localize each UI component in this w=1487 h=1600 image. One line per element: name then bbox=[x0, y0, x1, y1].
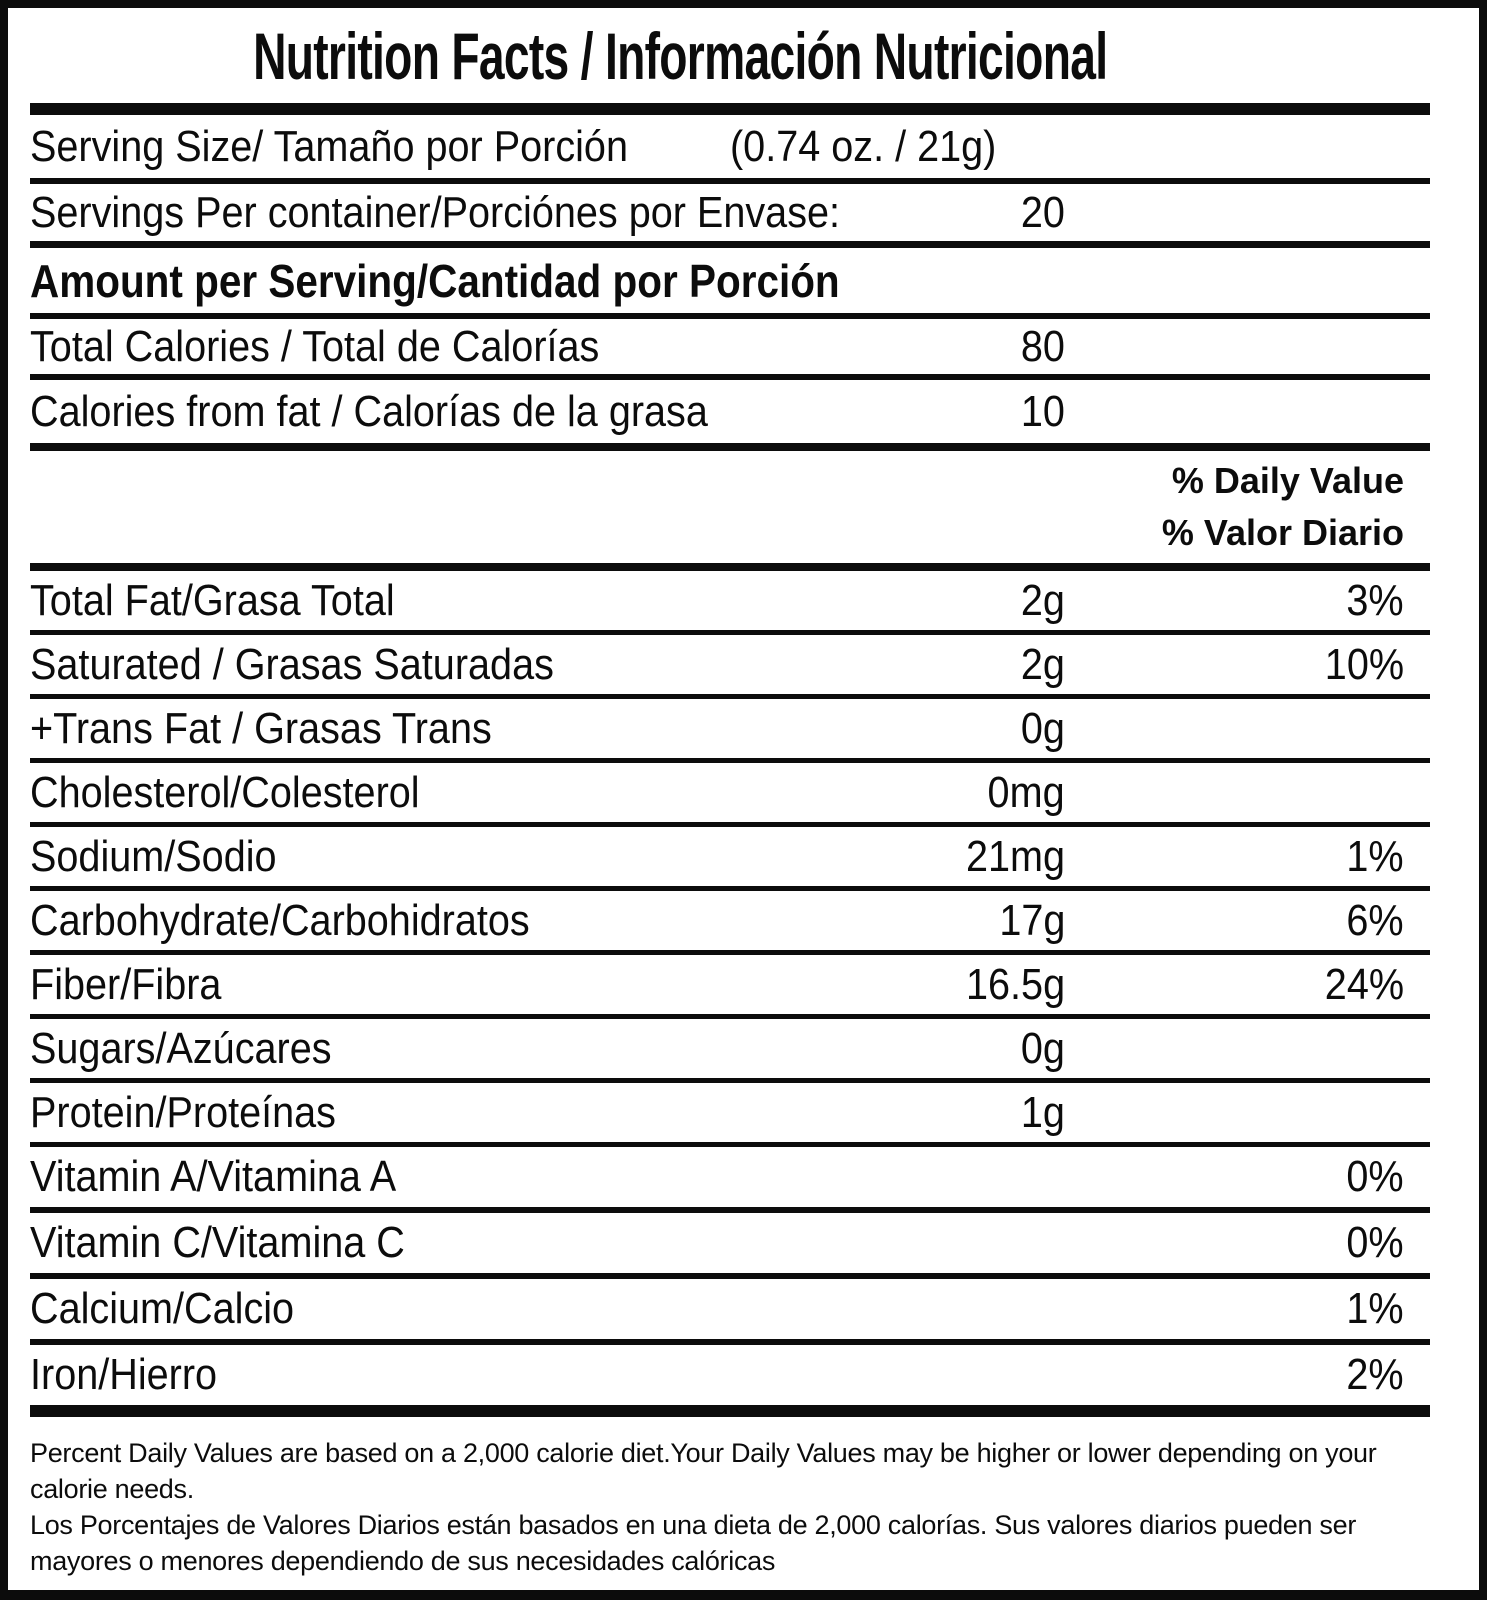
calories-from-fat-value-cell: 10 bbox=[825, 387, 1065, 437]
serving-size-label: Serving Size/ Tamaño por Porción bbox=[30, 121, 628, 171]
nutrient-daily-value: 0% bbox=[1346, 1218, 1404, 1267]
nutrient-label: Fiber/Fibra bbox=[30, 959, 222, 1009]
nutrient-label: Calcium/Calcio bbox=[30, 1284, 295, 1333]
nutrient-row-cholesterol: Cholesterol/Colesterol 0mg bbox=[30, 763, 1430, 827]
nutrient-row-carbohydrate: Carbohydrate/Carbohidratos 17g 6% bbox=[30, 891, 1430, 955]
nutrient-daily-value: 0% bbox=[1346, 1152, 1404, 1201]
total-calories-value: 80 bbox=[1020, 321, 1065, 371]
nutrient-label: Vitamin C/Vitamina C bbox=[30, 1218, 405, 1267]
calories-from-fat-label: Calories from fat / Calorías de la grasa bbox=[30, 386, 708, 436]
title-divider-bar bbox=[30, 103, 1430, 115]
daily-value-header-en: % Daily Value bbox=[1171, 460, 1404, 502]
servings-value-cell: 20 bbox=[825, 188, 1065, 238]
total-calories-label: Total Calories / Total de Calorías bbox=[30, 321, 600, 371]
nutrient-daily-value: 1% bbox=[1346, 831, 1404, 881]
nutrient-label: Cholesterol/Colesterol bbox=[30, 767, 420, 817]
nutrient-daily-value: 1% bbox=[1346, 1284, 1404, 1333]
nutrient-row-calcium: Calcium/Calcio 1% bbox=[30, 1279, 1430, 1345]
nutrient-daily-value: 10% bbox=[1324, 639, 1404, 689]
servings-label-cell: Servings Per container/Porciónes por Env… bbox=[30, 188, 840, 238]
label-title: Nutrition Facts / Información Nutriciona… bbox=[252, 18, 1108, 93]
nutrient-label: Iron/Hierro bbox=[30, 1350, 218, 1399]
nutrient-label: Saturated / Grasas Saturadas bbox=[30, 639, 554, 689]
nutrient-amount: 0g bbox=[1020, 1023, 1065, 1073]
nutrient-row-sugars: Sugars/Azúcares 0g bbox=[30, 1019, 1430, 1083]
nutrient-row-vitamin-c: Vitamin C/Vitamina C 0% bbox=[30, 1213, 1430, 1279]
nutrient-amount: 1g bbox=[1020, 1087, 1065, 1137]
nutrient-label: Sugars/Azúcares bbox=[30, 1023, 332, 1073]
nutrient-label: Vitamin A/Vitamina A bbox=[30, 1152, 397, 1201]
daily-value-header-block: % Daily Value % Valor Diario bbox=[30, 451, 1430, 571]
nutrient-amount: 16.5g bbox=[965, 959, 1065, 1009]
footnote-line-es-2: mayores o menores dependiendo de sus nec… bbox=[30, 1546, 776, 1576]
servings-per-container-row: Servings Per container/Porciónes por Env… bbox=[30, 184, 1430, 248]
daily-value-header-es: % Valor Diario bbox=[1161, 511, 1404, 553]
nutrient-row-total-fat: Total Fat/Grasa Total 2g 3% bbox=[30, 571, 1430, 635]
nutrient-label: +Trans Fat / Grasas Trans bbox=[30, 703, 492, 753]
nutrient-daily-value: 24% bbox=[1324, 959, 1404, 1009]
nutrient-amount: 21mg bbox=[965, 831, 1065, 881]
nutrient-row-iron: Iron/Hierro 2% bbox=[30, 1345, 1430, 1417]
nutrient-daily-value: 6% bbox=[1346, 895, 1404, 945]
amount-per-serving-heading: Amount per Serving/Cantidad por Porción bbox=[30, 254, 840, 307]
title-row: Nutrition Facts / Información Nutriciona… bbox=[30, 8, 1430, 103]
nutrient-row-protein: Protein/Proteínas 1g bbox=[30, 1083, 1430, 1147]
nutrient-row-saturated-fat: Saturated / Grasas Saturadas 2g 10% bbox=[30, 635, 1430, 699]
nutrient-row-fiber: Fiber/Fibra 16.5g 24% bbox=[30, 955, 1430, 1019]
total-calories-label-cell: Total Calories / Total de Calorías bbox=[30, 322, 825, 372]
total-calories-value-cell: 80 bbox=[825, 322, 1065, 372]
nutrient-amount: 17g bbox=[998, 895, 1065, 945]
footnote: Percent Daily Values are based on a 2,00… bbox=[30, 1435, 1430, 1579]
footnote-line-es-1: Los Porcentajes de Valores Diarios están… bbox=[30, 1510, 1357, 1540]
serving-size-value: (0.74 oz. / 21g) bbox=[730, 121, 997, 171]
calories-from-fat-row: Calories from fat / Calorías de la grasa… bbox=[30, 380, 1430, 451]
nutrient-row-trans-fat: +Trans Fat / Grasas Trans 0g bbox=[30, 699, 1430, 763]
nutrient-amount: 0g bbox=[1020, 703, 1065, 753]
calories-from-fat-value: 10 bbox=[1020, 386, 1065, 436]
amount-heading-cell: Amount per Serving/Cantidad por Porción bbox=[30, 254, 1430, 308]
total-calories-row: Total Calories / Total de Calorías 80 bbox=[30, 319, 1430, 380]
footnote-line-en-2: calorie needs. bbox=[30, 1474, 194, 1504]
servings-per-container-value: 20 bbox=[1020, 187, 1065, 237]
nutrient-label: Protein/Proteínas bbox=[30, 1087, 336, 1137]
nutrient-row-vitamin-a: Vitamin A/Vitamina A 0% bbox=[30, 1147, 1430, 1213]
serving-size-row: Serving Size/ Tamaño por Porción (0.74 o… bbox=[30, 115, 1430, 184]
nutrient-amount: 0mg bbox=[987, 767, 1065, 817]
nutrient-amount: 2g bbox=[1020, 639, 1065, 689]
footnote-line-en-1: Percent Daily Values are based on a 2,00… bbox=[30, 1438, 1377, 1468]
nutrient-amount: 2g bbox=[1020, 575, 1065, 625]
calories-from-fat-label-cell: Calories from fat / Calorías de la grasa bbox=[30, 387, 825, 437]
amount-per-serving-heading-row: Amount per Serving/Cantidad por Porción bbox=[30, 248, 1430, 319]
nutrient-daily-value: 3% bbox=[1346, 575, 1404, 625]
serving-size-label-cell: Serving Size/ Tamaño por Porción bbox=[30, 122, 730, 172]
serving-size-value-cell: (0.74 oz. / 21g) bbox=[730, 122, 1430, 172]
servings-per-container-label: Servings Per container/Porciónes por Env… bbox=[30, 187, 841, 237]
nutrient-row-sodium: Sodium/Sodio 21mg 1% bbox=[30, 827, 1430, 891]
nutrient-label: Sodium/Sodio bbox=[30, 831, 277, 881]
nutrient-label: Carbohydrate/Carbohidratos bbox=[30, 895, 530, 945]
nutrient-daily-value: 2% bbox=[1346, 1350, 1404, 1399]
nutrient-label: Total Fat/Grasa Total bbox=[30, 575, 395, 625]
